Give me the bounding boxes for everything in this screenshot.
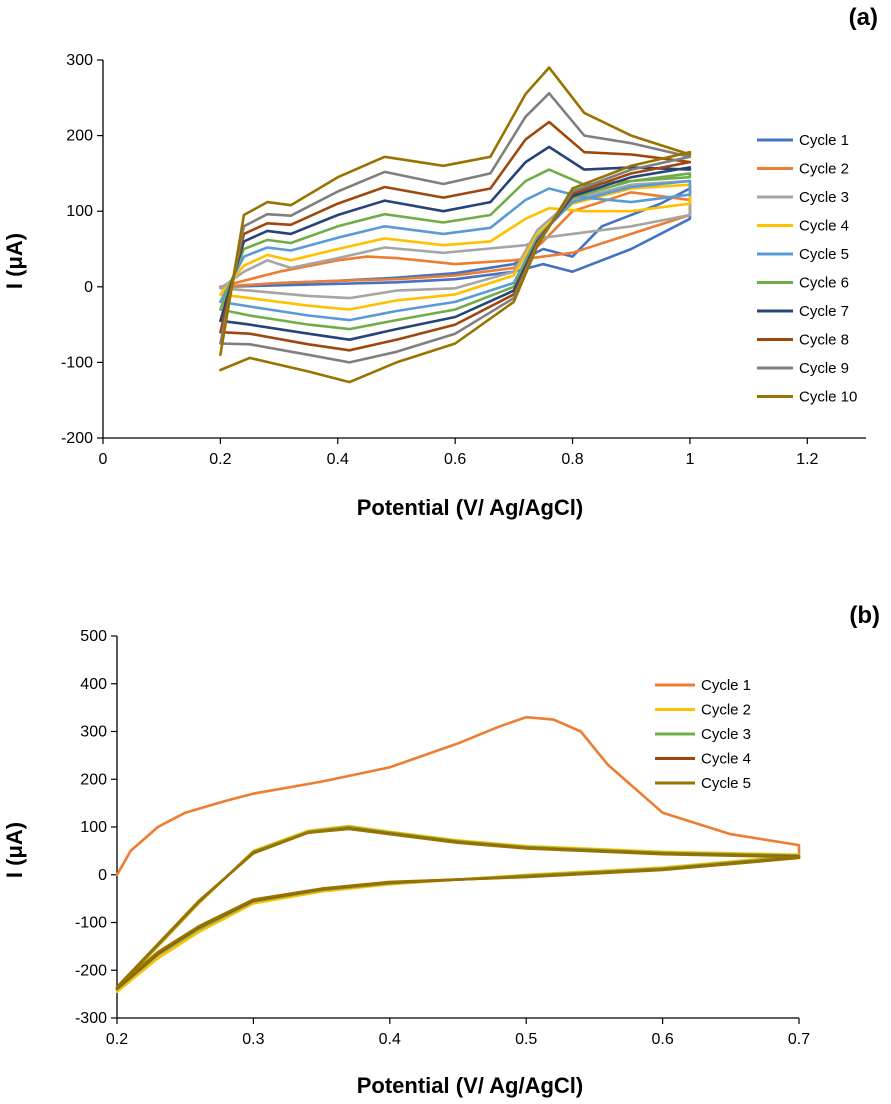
y-tick-label-b: 200	[80, 771, 107, 788]
y-tick-label-a: 100	[66, 203, 93, 220]
x-tick-label-a: 0.2	[209, 451, 231, 468]
series-line-a-6	[219, 168, 692, 331]
x-tick-label-a: 0.6	[444, 451, 466, 468]
y-tick-label-a: -200	[61, 430, 93, 447]
x-tick-label-b: 0.5	[515, 1031, 537, 1048]
legend-label-a-10: Cycle 10	[799, 389, 857, 406]
y-tick-label-b: 400	[80, 676, 107, 693]
legend-label-b-2: Cycle 2	[701, 702, 751, 719]
y-tick-label-b: 0	[98, 867, 107, 884]
legend-label-a-2: Cycle 2	[799, 161, 849, 178]
series-line-a-10	[219, 66, 692, 384]
chart-panel-b: (b) 0.2 0.3 0.4 0.5 0.6 0.7 500 400 300 200 100 0 -1…	[2, 602, 880, 1098]
series-line-a-5	[219, 179, 692, 322]
y-tick-label-b: 500	[80, 628, 107, 645]
x-tick-label-a: 1.2	[796, 451, 818, 468]
y-tick-label-a: -100	[61, 354, 93, 371]
y-axis-title-a: I (μA)	[2, 233, 27, 289]
y-tick-label-b: -200	[75, 962, 107, 979]
chart-panel-a: (a) 0 0.2 0.4 0.6 0.8 1 1.23002001000-100-200 …	[2, 4, 878, 520]
series-a	[219, 66, 692, 384]
legend-label-b-4: Cycle 4	[701, 751, 751, 768]
series-line-b-5	[115, 827, 801, 989]
legend-label-a-3: Cycle 3	[799, 189, 849, 206]
legend-label-a-1: Cycle 1	[799, 132, 849, 149]
x-tick-label-b: 0.4	[379, 1031, 401, 1048]
ticks-b: 0.2 0.3 0.4 0.5 0.6 0.7 500 400 300 200 100 0 -100 -2…	[75, 628, 810, 1048]
x-tick-label-b: 0.2	[106, 1031, 128, 1048]
series-line-a-9	[219, 92, 692, 364]
legend-label-a-9: Cycle 9	[799, 360, 849, 377]
series-line-a-3	[219, 179, 692, 300]
legend-label-b-3: Cycle 3	[701, 726, 751, 743]
legend-label-b-5: Cycle 5	[701, 775, 751, 792]
y-tick-label-b: 300	[80, 724, 107, 741]
x-tick-label-a: 0.8	[561, 451, 583, 468]
y-tick-label-b: -100	[75, 915, 107, 932]
y-tick-label-b: -300	[75, 1010, 107, 1027]
series-line-a-8	[219, 120, 692, 352]
y-axis-title-b: I (μA)	[2, 822, 27, 878]
series-line-b-2	[115, 824, 801, 993]
legend-label-a-4: Cycle 4	[799, 218, 849, 235]
series-line-a-4	[219, 183, 692, 311]
x-axis-title-a: Potential (V/ Ag/AgCl)	[357, 495, 584, 520]
y-tick-label-a: 300	[66, 52, 93, 69]
x-axis-title-b: Potential (V/ Ag/AgCl)	[357, 1073, 584, 1098]
series-line-b-1	[115, 715, 801, 877]
legend-b: Cycle 1 Cycle 2 Cycle 3 Cycle 4 Cycle 5	[655, 677, 751, 792]
panel-label-b: (b)	[849, 602, 880, 629]
x-tick-label-a: 1	[685, 451, 694, 468]
x-tick-label-a: 0.4	[327, 451, 349, 468]
x-tick-label-b: 0.3	[242, 1031, 264, 1048]
legend-label-a-7: Cycle 7	[799, 303, 849, 320]
y-tick-label-b: 100	[80, 819, 107, 836]
y-tick-label-a: 200	[66, 128, 93, 145]
x-tick-label-b: 0.6	[651, 1031, 673, 1048]
legend-label-a-8: Cycle 8	[799, 332, 849, 349]
legend-label-a-6: Cycle 6	[799, 275, 849, 292]
ticks-a: 0 0.2 0.4 0.6 0.8 1 1.2 300 200 100 0 -100 -200	[61, 52, 819, 468]
series-b	[115, 715, 801, 993]
panel-label-a: (a)	[849, 4, 878, 31]
legend-label-b-1: Cycle 1	[701, 677, 751, 694]
x-tick-label-a: 0	[99, 451, 108, 468]
x-tick-label-b: 0.7	[788, 1031, 810, 1048]
y-tick-label-a: 0	[84, 279, 93, 296]
legend-label-a-5: Cycle 5	[799, 246, 849, 263]
legend-a: Cycle 1 Cycle 2 Cycle 3 Cycle 4 Cycle 5 Cycle…	[757, 132, 857, 406]
